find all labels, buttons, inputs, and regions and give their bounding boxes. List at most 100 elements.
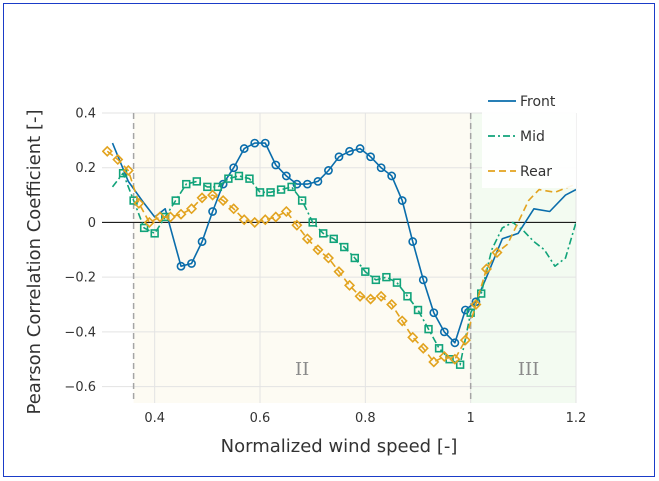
data-point-rear bbox=[470, 298, 482, 311]
legend-label-front: Front bbox=[520, 94, 556, 110]
y-tick-label: 0.4 bbox=[75, 107, 96, 122]
data-point-front bbox=[260, 138, 270, 148]
boundary-lines bbox=[132, 113, 472, 403]
data-point-mid bbox=[139, 223, 149, 233]
data-point-mid bbox=[234, 171, 244, 181]
data-point-front bbox=[187, 259, 196, 268]
data-point-rear bbox=[407, 331, 419, 343]
data-point-mid bbox=[318, 229, 328, 238]
x-tick-label: 0.8 bbox=[355, 411, 376, 426]
data-point-rear bbox=[143, 216, 155, 228]
data-point-front bbox=[334, 152, 344, 162]
data-point-rear bbox=[217, 195, 229, 207]
data-point-mid bbox=[255, 188, 265, 197]
data-point-rear bbox=[228, 203, 240, 215]
data-point-mid bbox=[266, 188, 275, 197]
data-point-mid bbox=[350, 253, 359, 263]
data-point-rear bbox=[354, 290, 366, 302]
data-point-mid bbox=[476, 289, 486, 298]
data-point-rear bbox=[186, 203, 198, 215]
data-point-rear bbox=[291, 219, 303, 231]
data-point-front bbox=[366, 152, 375, 162]
data-point-mid bbox=[245, 174, 254, 183]
data-point-rear bbox=[386, 298, 398, 311]
data-point-mid bbox=[287, 182, 296, 192]
data-point-mid bbox=[308, 218, 317, 227]
data-point-rear bbox=[459, 334, 471, 346]
data-point-rear bbox=[249, 216, 261, 228]
data-point-rear bbox=[344, 279, 356, 291]
y-tick-label: 0 bbox=[88, 216, 96, 231]
data-point-rear bbox=[207, 189, 219, 201]
data-point-mid bbox=[403, 292, 412, 301]
data-point-front bbox=[376, 163, 386, 173]
data-point-mid bbox=[413, 305, 423, 315]
data-point-front bbox=[429, 308, 439, 318]
data-point-mid bbox=[371, 275, 381, 285]
data-point-front bbox=[197, 237, 207, 246]
legend-label-mid: Mid bbox=[520, 129, 545, 145]
region-labels: II III bbox=[295, 359, 539, 380]
x-tick-labels: 0.4 0.6 0.8 1 1.2 bbox=[144, 411, 586, 426]
data-point-front bbox=[271, 160, 281, 170]
data-point-rear bbox=[154, 211, 166, 223]
data-point-rear bbox=[164, 211, 176, 223]
data-point-front bbox=[302, 179, 312, 189]
legend-label-rear: Rear bbox=[520, 164, 552, 180]
data-point-rear bbox=[259, 214, 271, 226]
data-point-rear bbox=[417, 342, 429, 354]
y-tick-label: −0.4 bbox=[64, 325, 96, 340]
data-point-front bbox=[250, 138, 260, 148]
data-point-mid bbox=[224, 174, 233, 183]
data-point-rear bbox=[375, 290, 387, 302]
data-point-rear bbox=[133, 197, 145, 209]
data-point-rear bbox=[122, 164, 134, 176]
data-point-mid bbox=[203, 182, 212, 192]
data-point-front bbox=[418, 275, 428, 285]
data-point-front bbox=[439, 327, 449, 337]
data-point-front bbox=[345, 146, 354, 156]
data-point-mid bbox=[182, 179, 191, 189]
data-point-mid bbox=[276, 185, 286, 194]
data-point-rear bbox=[396, 315, 408, 327]
data-point-rear bbox=[270, 211, 282, 223]
series-group bbox=[102, 138, 576, 369]
series-line-rear bbox=[106, 150, 576, 363]
data-point-rear bbox=[449, 353, 461, 365]
y-tick-label: −0.2 bbox=[64, 271, 96, 286]
data-point-mid bbox=[213, 182, 223, 192]
data-point-mid bbox=[297, 196, 307, 205]
data-point-rear bbox=[238, 214, 250, 226]
data-point-rear bbox=[175, 208, 187, 220]
data-point-rear bbox=[301, 233, 313, 245]
data-point-rear bbox=[480, 263, 492, 275]
legend-background bbox=[482, 88, 576, 188]
data-point-rear bbox=[491, 246, 503, 259]
legend[interactable]: Front Mid Rear bbox=[482, 88, 576, 188]
data-point-front bbox=[313, 176, 323, 186]
data-point-rear bbox=[102, 145, 113, 157]
data-point-front bbox=[208, 207, 217, 216]
data-point-mid bbox=[455, 360, 465, 369]
data-point-mid bbox=[434, 344, 444, 353]
data-point-front bbox=[229, 163, 239, 173]
data-point-front bbox=[355, 144, 365, 153]
region-label-II: II bbox=[295, 359, 309, 380]
data-point-mid bbox=[329, 234, 338, 244]
region-label-III: III bbox=[518, 359, 539, 380]
data-point-front bbox=[408, 237, 418, 246]
data-point-mid bbox=[361, 267, 370, 276]
data-point-rear bbox=[365, 293, 377, 305]
data-point-front bbox=[387, 171, 397, 181]
data-point-front bbox=[281, 171, 291, 181]
x-tick-label: 0.6 bbox=[250, 411, 271, 426]
data-point-rear bbox=[196, 192, 208, 204]
region-0 bbox=[133, 113, 471, 403]
data-point-mid bbox=[171, 196, 180, 205]
data-point-front bbox=[397, 196, 407, 205]
data-point-rear bbox=[428, 356, 440, 368]
y-axis-title: Pearson Correlation Coefficient [-] bbox=[24, 110, 45, 415]
x-axis-title: Normalized wind speed [-] bbox=[221, 436, 458, 457]
data-point-rear bbox=[112, 153, 124, 166]
